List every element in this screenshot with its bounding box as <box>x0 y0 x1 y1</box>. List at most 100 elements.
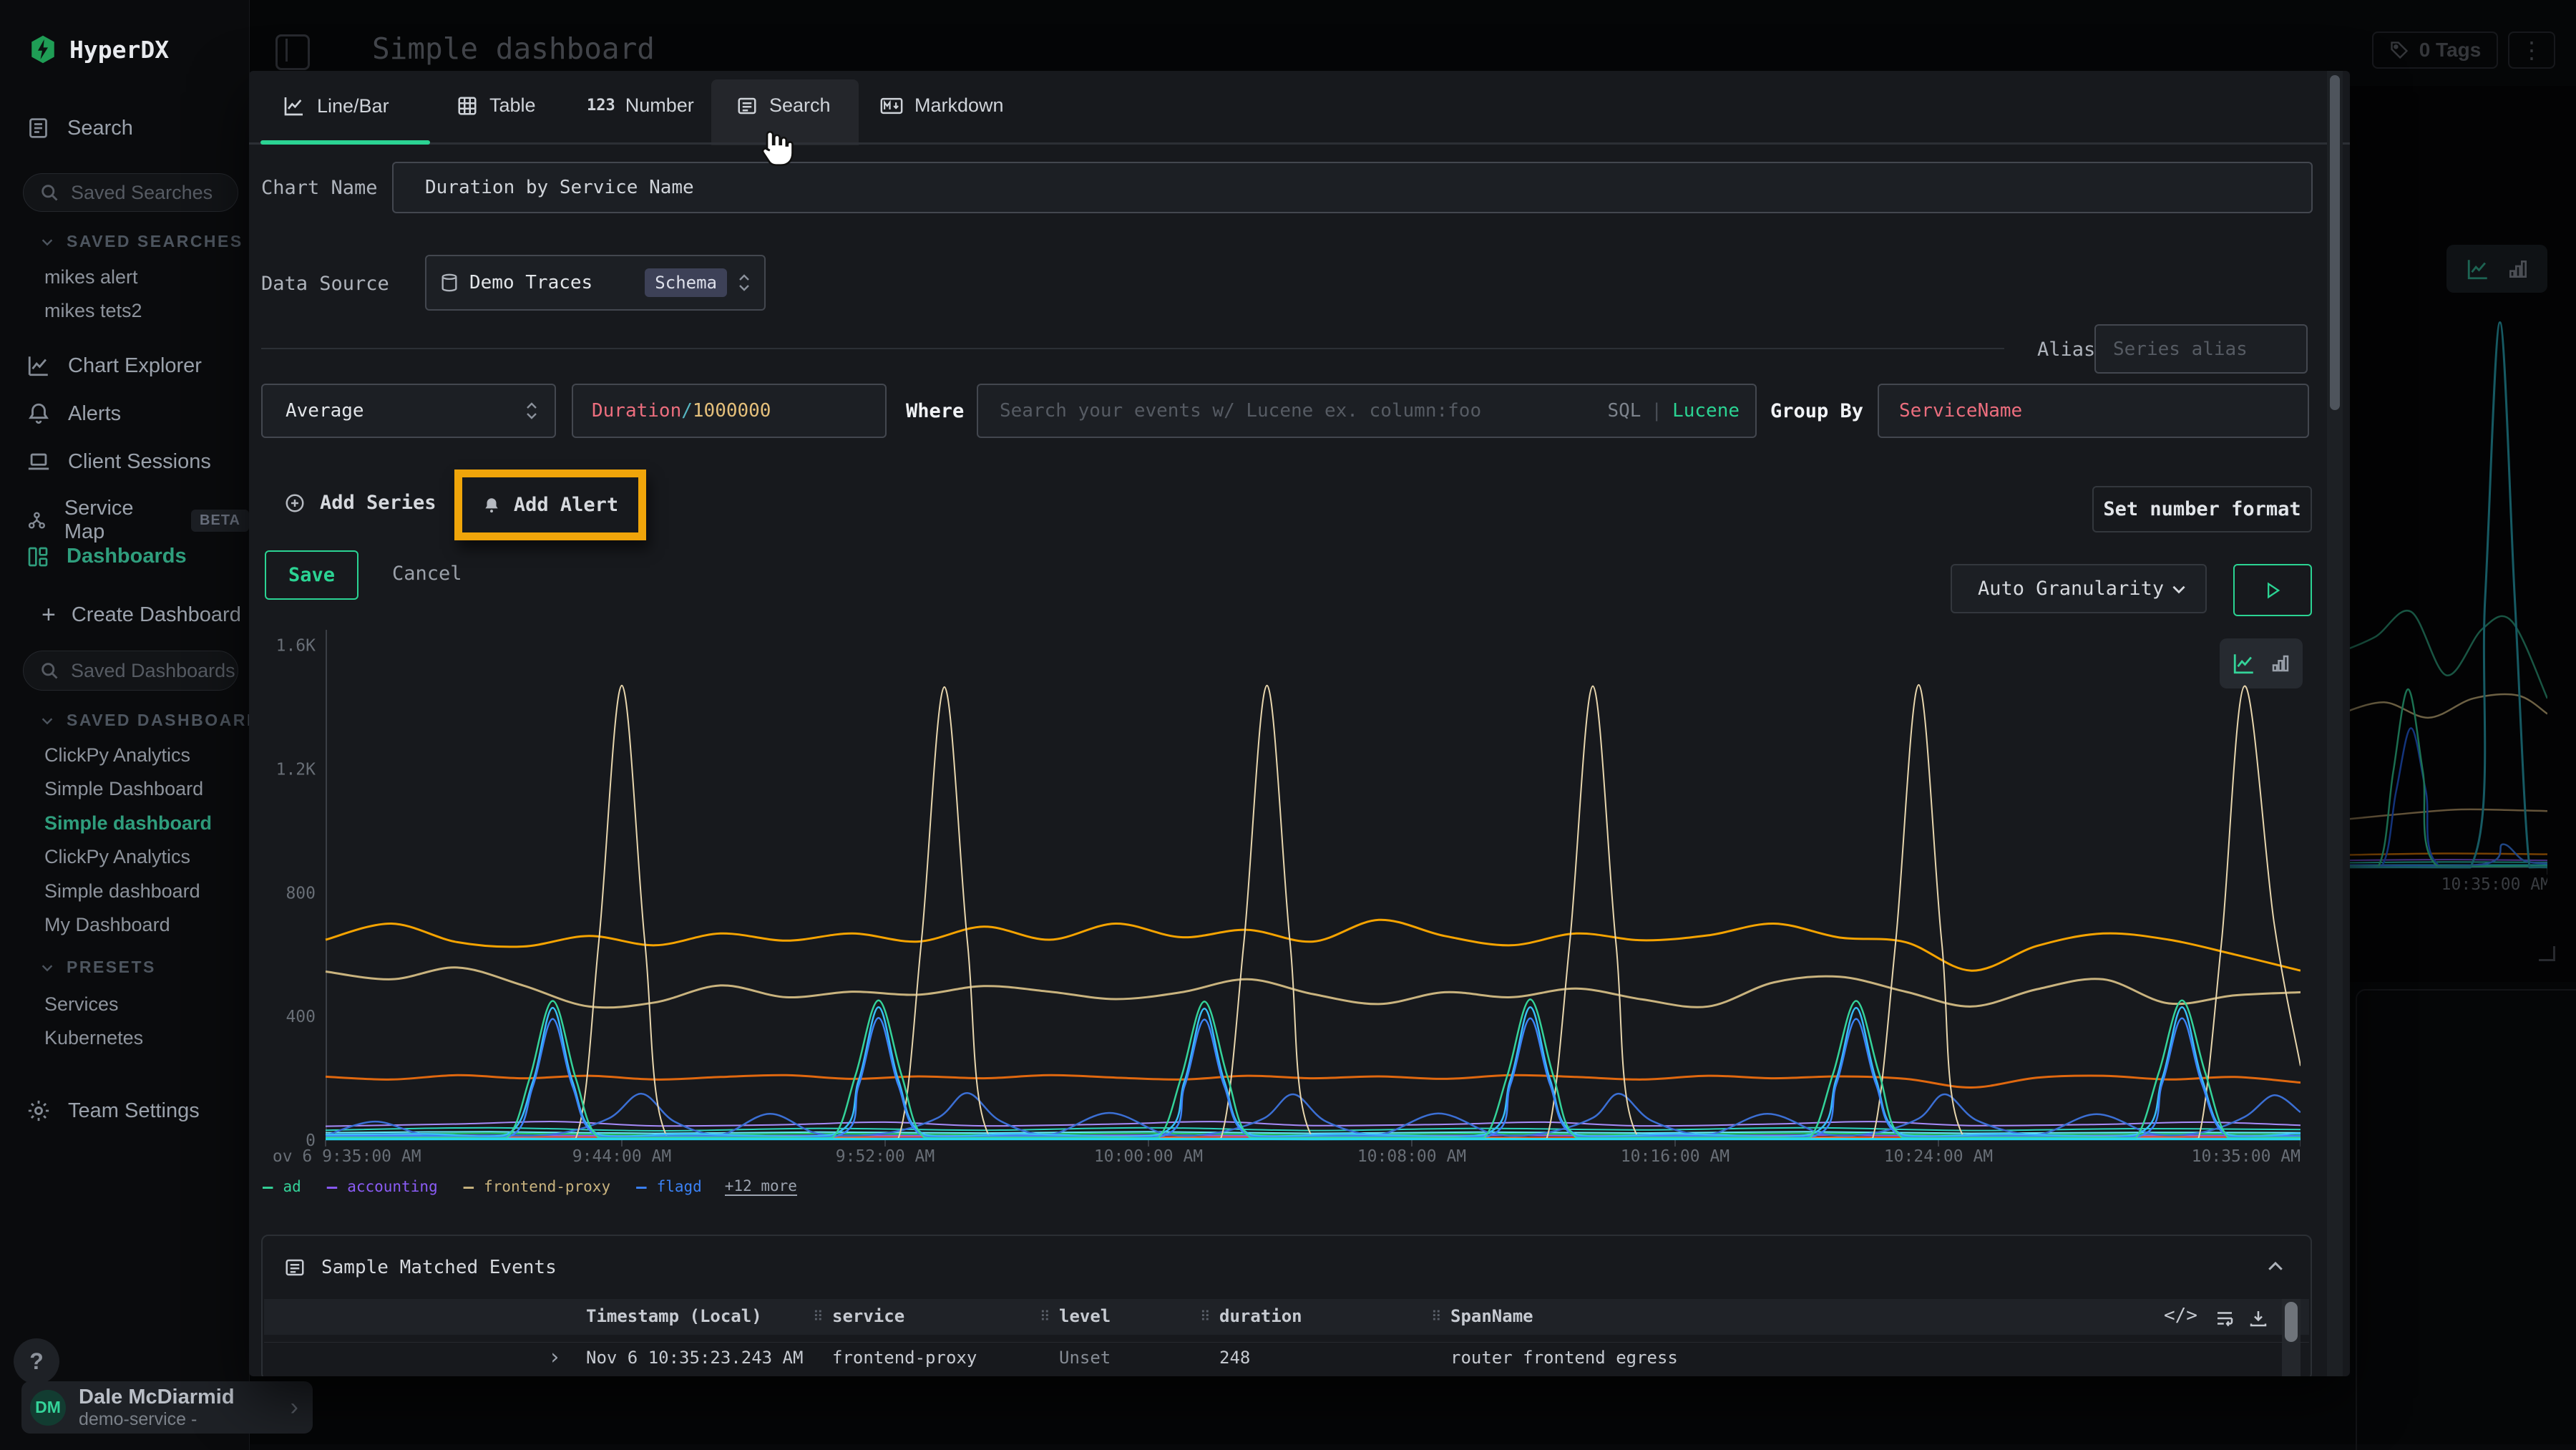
events-scrollbar-track[interactable] <box>2282 1299 2301 1376</box>
granularity-select[interactable]: Auto Granularity <box>1951 564 2207 613</box>
preset-item[interactable]: Kubernetes <box>44 1027 144 1048</box>
service-map-icon <box>28 512 45 529</box>
field-name: Duration <box>592 400 682 422</box>
sidebar-item-search[interactable]: Search <box>26 115 133 142</box>
modal-scrollbar-thumb[interactable] <box>2330 75 2340 410</box>
chart-type-toggle[interactable] <box>2220 638 2303 688</box>
saved-dashboards-input[interactable]: Saved Dashboards <box>23 651 238 691</box>
saved-searches-input[interactable]: Saved Searches <box>23 173 238 212</box>
line-chart-icon[interactable] <box>2465 257 2491 281</box>
chart-name-input[interactable]: Duration by Service Name <box>392 162 2313 213</box>
set-number-format-button[interactable]: Set number format <box>2092 486 2312 532</box>
legend-label[interactable]: ad <box>283 1178 301 1195</box>
field-slash: / <box>681 400 693 422</box>
add-alert-annotation-box[interactable]: Add Alert <box>454 469 646 540</box>
tab-markdown[interactable]: Markdown <box>880 94 1004 117</box>
edit-chart-modal: Line/Bar Table 123 Number Search Markdow… <box>249 71 2350 1376</box>
drag-handle-icon[interactable]: ⠿ <box>1200 1309 1211 1325</box>
legend-more-link[interactable]: +12 more <box>724 1177 797 1196</box>
legend-label[interactable]: frontend-proxy <box>484 1178 611 1195</box>
save-button[interactable]: Save <box>265 550 358 600</box>
help-button[interactable]: ? <box>14 1338 59 1384</box>
list-search-icon <box>738 97 756 114</box>
cancel-button[interactable]: Cancel <box>392 550 462 597</box>
saved-dashboards-section-header[interactable]: SAVED DASHBOARDS <box>39 711 273 730</box>
tab-line-bar[interactable]: Line/Bar <box>283 94 389 117</box>
schema-badge[interactable]: Schema <box>645 268 727 297</box>
row-expand-chevron[interactable]: › <box>548 1345 562 1370</box>
line-chart-icon[interactable] <box>2231 651 2257 676</box>
events-row[interactable]: › Nov 6 10:35:23.243 AM frontend-proxy U… <box>264 1343 2309 1376</box>
sql-toggle[interactable]: SQL <box>1607 400 1641 422</box>
col-service[interactable]: service <box>832 1306 905 1326</box>
user-subtitle: demo-service - <box>79 1408 197 1429</box>
events-table-header: Timestamp (Local) ⠿ service ⠿ level ⠿ du… <box>264 1299 2309 1376</box>
tags-button[interactable]: 0 Tags <box>2372 31 2498 69</box>
dashboard-item[interactable]: ClickPy Analytics <box>44 744 191 766</box>
saved-search-item[interactable]: mikes alert <box>44 266 138 288</box>
events-scrollbar-thumb[interactable] <box>2285 1302 2298 1342</box>
svg-text:800: 800 <box>286 884 316 902</box>
chart-legend: — ad — accounting — frontend-proxy — fla… <box>263 1177 797 1197</box>
duration-chart[interactable]: Nov 6 9:35:00 AM 9:44:00 AM 9:52:00 AM 10:0… <box>272 630 2301 1164</box>
download-icon[interactable] <box>2248 1308 2269 1329</box>
col-timestamp[interactable]: Timestamp (Local) <box>586 1306 762 1326</box>
alias-input[interactable]: Series alias <box>2094 324 2308 374</box>
brand[interactable]: HyperDX <box>28 34 169 64</box>
drag-handle-icon[interactable]: ⠿ <box>1431 1309 1442 1325</box>
dashboard-item-active[interactable]: Simple dashboard <box>44 812 213 834</box>
bar-chart-icon[interactable] <box>2270 653 2291 674</box>
user-card[interactable]: DM Dale McDiarmid demo-service - › <box>21 1381 313 1434</box>
where-placeholder: Search your events w/ Lucene ex. column:… <box>1000 400 1482 422</box>
section-label: PRESETS <box>67 958 156 976</box>
dashboard-item[interactable]: My Dashboard <box>44 914 170 935</box>
data-source-select[interactable]: Demo Traces Schema <box>425 255 766 311</box>
select-chevrons-icon <box>739 274 749 291</box>
drag-handle-icon[interactable]: ⠿ <box>813 1309 824 1325</box>
collapse-chevron-icon[interactable] <box>2265 1256 2286 1278</box>
wrap-lines-icon[interactable] <box>2213 1308 2236 1329</box>
dashboard-item[interactable]: ClickPy Analytics <box>44 846 191 867</box>
create-dashboard-button[interactable]: + Create Dashboard <box>42 603 241 627</box>
sidebar-item-team-settings[interactable]: Team Settings <box>26 1099 200 1123</box>
tab-table[interactable]: Table <box>457 94 536 117</box>
drag-handle-icon[interactable]: ⠿ <box>1040 1309 1050 1325</box>
aggregation-select[interactable]: Average <box>261 384 556 438</box>
lucene-toggle[interactable]: Lucene <box>1672 400 1740 422</box>
sidebar-item-dashboards[interactable]: Dashboards <box>26 545 187 568</box>
row-divider <box>264 1342 2309 1343</box>
group-by-input[interactable]: ServiceName <box>1878 384 2309 438</box>
modal-scrollbar-track[interactable] <box>2327 71 2343 1376</box>
legend-label[interactable]: flagd <box>656 1178 702 1195</box>
presets-section-header[interactable]: PRESETS <box>39 958 156 977</box>
run-chart-button[interactable] <box>2233 564 2312 616</box>
sidebar-collapse-button[interactable] <box>275 34 310 70</box>
sidebar-item-alerts[interactable]: Alerts <box>26 402 121 426</box>
sidebar-item-label: Search <box>67 116 133 140</box>
field-expression-input[interactable]: Duration/1000000 <box>572 384 887 438</box>
sidebar-item-client-sessions[interactable]: Client Sessions <box>26 449 211 474</box>
number-icon: 123 <box>587 97 615 115</box>
preset-item[interactable]: Services <box>44 993 119 1015</box>
tab-number[interactable]: 123 Number <box>587 94 694 117</box>
saved-searches-section-header[interactable]: SAVED SEARCHES <box>39 232 243 251</box>
saved-search-item[interactable]: mikes tets2 <box>44 300 142 321</box>
where-input[interactable]: Search your events w/ Lucene ex. column:… <box>977 384 1757 438</box>
dashboard-item[interactable]: Simple dashboard <box>44 880 200 902</box>
col-duration[interactable]: duration <box>1219 1306 1302 1326</box>
bar-chart-icon[interactable] <box>2507 258 2529 281</box>
code-view-icon[interactable]: </> <box>2164 1305 2197 1326</box>
legend-label[interactable]: accounting <box>347 1178 438 1195</box>
bg-chart-type-toggle[interactable] <box>2446 245 2547 293</box>
bg-resize-handle[interactable] <box>2539 946 2555 961</box>
sidebar-item-chart-explorer[interactable]: Chart Explorer <box>26 354 202 378</box>
page-menu-button[interactable]: ⋮ <box>2508 31 2555 69</box>
tab-search[interactable]: Search <box>736 94 831 117</box>
sample-events-title: Sample Matched Events <box>321 1257 557 1278</box>
dashboard-item[interactable]: Simple Dashboard <box>44 778 204 799</box>
col-level[interactable]: level <box>1059 1306 1111 1326</box>
tab-label: Search <box>769 94 831 116</box>
sidebar-item-service-map[interactable]: Service Map BETA <box>26 497 249 544</box>
add-series-button[interactable]: Add Series <box>284 492 436 514</box>
col-spanname[interactable]: SpanName <box>1450 1306 1533 1326</box>
